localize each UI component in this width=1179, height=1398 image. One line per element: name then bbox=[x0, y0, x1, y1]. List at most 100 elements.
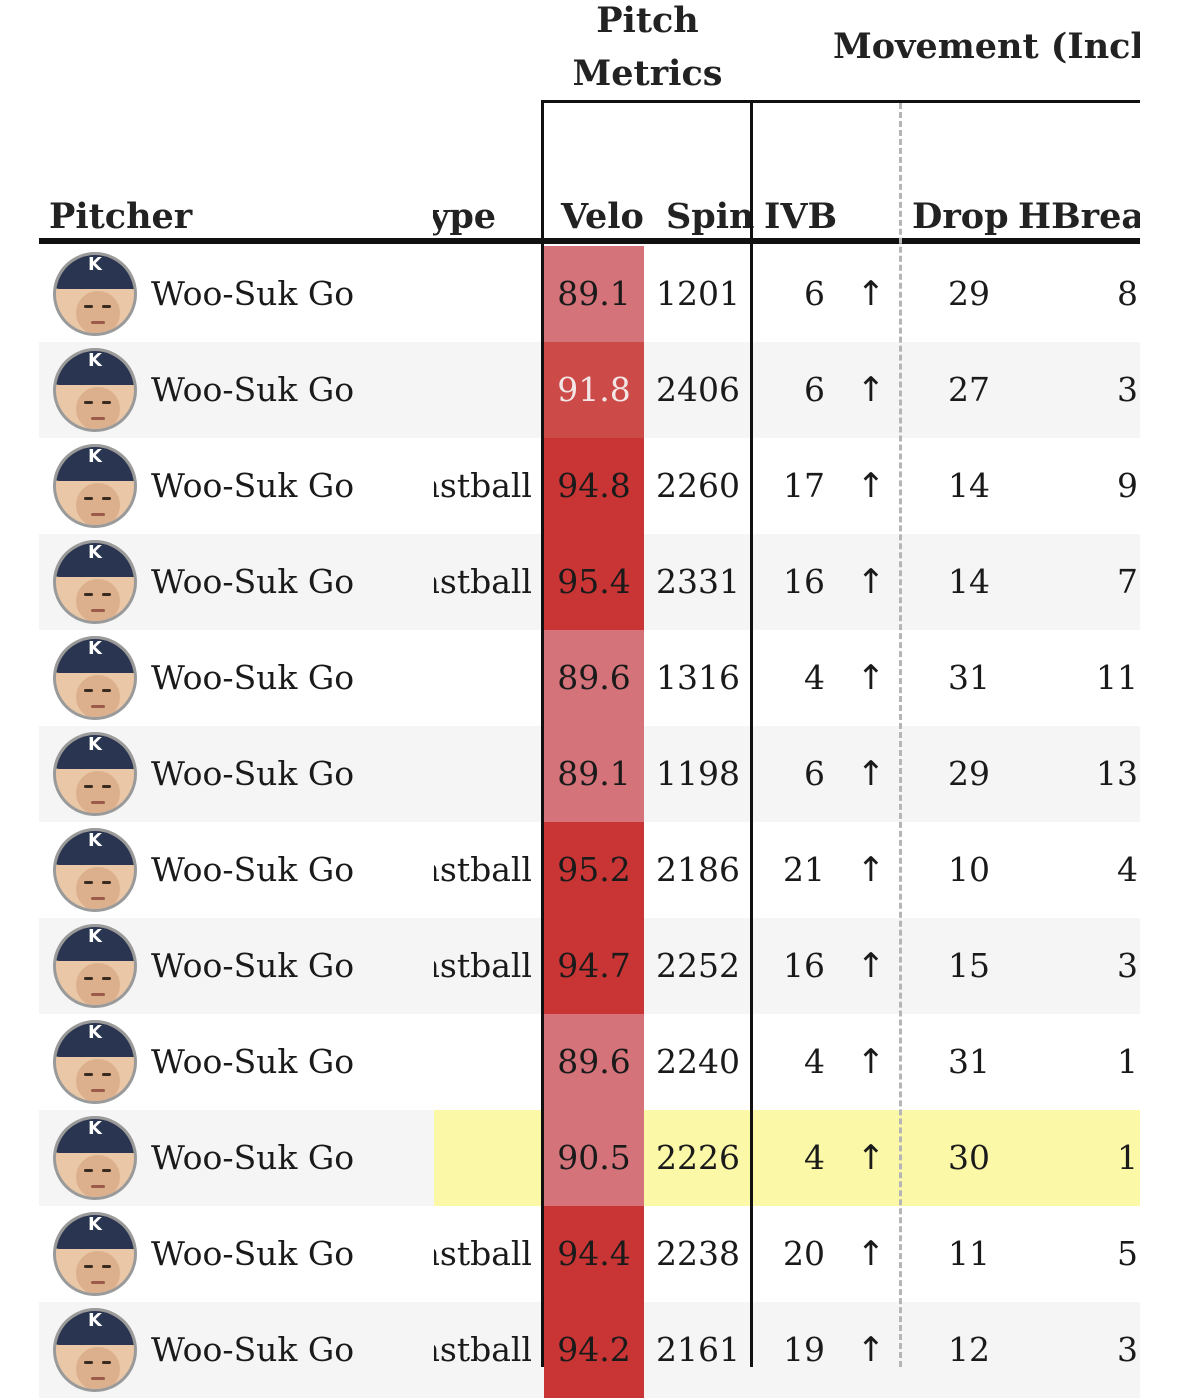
spin-value: 1316 bbox=[656, 658, 740, 697]
cap-icon: K bbox=[56, 351, 134, 385]
ivb-value: 20 bbox=[783, 1234, 825, 1273]
velo-value: 89.1 bbox=[557, 274, 631, 313]
velo-heat-cell bbox=[544, 1206, 644, 1302]
table-row[interactable]: K Woo-Suk Go 'astball 94.2 2161 19 ↑ 12 … bbox=[39, 1302, 1140, 1398]
col-header-drop[interactable]: Drop bbox=[912, 196, 1009, 237]
drop-value: 11 bbox=[948, 1234, 990, 1273]
table-row[interactable]: K Woo-Suk Go 89.1 1201 6 ↑ 29 8 bbox=[39, 246, 1140, 342]
ivb-value: 4 bbox=[804, 1138, 825, 1177]
drop-value: 30 bbox=[948, 1138, 990, 1177]
ivb-value: 4 bbox=[804, 658, 825, 697]
pitcher-name[interactable]: Woo-Suk Go bbox=[151, 658, 355, 697]
pitcher-name[interactable]: Woo-Suk Go bbox=[151, 850, 355, 889]
up-arrow-icon: ↑ bbox=[856, 946, 886, 986]
drop-value: 27 bbox=[948, 370, 990, 409]
hbreak-value: 8 bbox=[1117, 274, 1138, 313]
up-arrow-icon: ↑ bbox=[856, 754, 886, 794]
drop-value: 29 bbox=[948, 754, 990, 793]
hbreak-value: 11 bbox=[1096, 658, 1138, 697]
spin-value: 2238 bbox=[656, 1234, 740, 1273]
col-header-velo[interactable]: Velo bbox=[561, 196, 644, 237]
table-row[interactable]: K Woo-Suk Go 'astball 94.8 2260 17 ↑ 14 … bbox=[39, 438, 1140, 534]
avatar: K bbox=[53, 732, 137, 816]
table-row[interactable]: K Woo-Suk Go 89.1 1198 6 ↑ 29 13 bbox=[39, 726, 1140, 822]
table-row[interactable]: K Woo-Suk Go 'astball 95.4 2331 16 ↑ 14 … bbox=[39, 534, 1140, 630]
drop-value: 31 bbox=[948, 658, 990, 697]
avatar: K bbox=[53, 636, 137, 720]
velo-value: 94.2 bbox=[557, 1330, 631, 1369]
pitcher-name[interactable]: Woo-Suk Go bbox=[151, 1234, 355, 1273]
ivb-value: 16 bbox=[783, 946, 825, 985]
up-arrow-icon: ↑ bbox=[856, 1042, 886, 1082]
col-header-spin[interactable]: Spin bbox=[666, 196, 755, 237]
pitch-type-cell: 'astball bbox=[434, 918, 542, 1014]
spin-value: 2252 bbox=[656, 946, 740, 985]
avatar: K bbox=[53, 252, 137, 336]
pitcher-name[interactable]: Woo-Suk Go bbox=[151, 1138, 355, 1177]
spin-value: 1198 bbox=[656, 754, 740, 793]
table-row[interactable]: K Woo-Suk Go 'astball 94.7 2252 16 ↑ 15 … bbox=[39, 918, 1140, 1014]
metrics-left-rule bbox=[541, 100, 544, 1367]
velo-heat-cell bbox=[544, 246, 644, 342]
avatar: K bbox=[53, 1020, 137, 1104]
avatar: K bbox=[53, 924, 137, 1008]
drop-value: 15 bbox=[948, 946, 990, 985]
avatar: K bbox=[53, 1212, 137, 1296]
hbreak-value: 3 bbox=[1117, 1330, 1138, 1369]
up-arrow-icon: ↑ bbox=[856, 370, 886, 410]
hbreak-value: 3 bbox=[1117, 370, 1138, 409]
pitch-type-cell: 'astball bbox=[434, 1206, 542, 1302]
ivb-drop-dashed-rule bbox=[899, 103, 902, 1367]
ivb-value: 6 bbox=[804, 370, 825, 409]
velo-value: 94.8 bbox=[557, 466, 631, 505]
group-title-pitch-metrics: Pitch Metrics bbox=[572, 0, 723, 94]
col-header-ivb[interactable]: IVB bbox=[764, 196, 838, 237]
velo-heat-cell bbox=[544, 630, 644, 726]
pitcher-name[interactable]: Woo-Suk Go bbox=[151, 466, 355, 505]
velo-heat-cell bbox=[544, 918, 644, 1014]
table-row[interactable]: K Woo-Suk Go 89.6 2240 4 ↑ 31 1 bbox=[39, 1014, 1140, 1110]
drop-value: 31 bbox=[948, 1042, 990, 1081]
up-arrow-icon: ↑ bbox=[856, 658, 886, 698]
table-row[interactable]: K Woo-Suk Go 91.8 2406 6 ↑ 27 3 bbox=[39, 342, 1140, 438]
velo-value: 89.1 bbox=[557, 754, 631, 793]
pitcher-name[interactable]: Woo-Suk Go bbox=[151, 946, 355, 985]
drop-value: 14 bbox=[948, 562, 990, 601]
pitcher-name[interactable]: Woo-Suk Go bbox=[151, 370, 355, 409]
table-row[interactable]: K Woo-Suk Go 89.6 1316 4 ↑ 31 11 bbox=[39, 630, 1140, 726]
cap-icon: K bbox=[56, 735, 134, 769]
header-bottom-rule bbox=[39, 238, 1140, 244]
group-title-movement: Movement (Inches bbox=[833, 26, 1140, 67]
ivb-value: 6 bbox=[804, 754, 825, 793]
ivb-value: 4 bbox=[804, 1042, 825, 1081]
table-row[interactable]: K Woo-Suk Go 'astball 95.2 2186 21 ↑ 10 … bbox=[39, 822, 1140, 918]
col-header-hbreak[interactable]: HBreak bbox=[1018, 196, 1140, 237]
pitcher-name[interactable]: Woo-Suk Go bbox=[151, 562, 355, 601]
up-arrow-icon: ↑ bbox=[856, 1330, 886, 1370]
up-arrow-icon: ↑ bbox=[856, 850, 886, 890]
ivb-value: 21 bbox=[783, 850, 825, 889]
pitcher-name[interactable]: Woo-Suk Go bbox=[151, 1042, 355, 1081]
header-top-rule bbox=[541, 100, 1140, 103]
ivb-value: 17 bbox=[783, 466, 825, 505]
pitch-type-cell bbox=[434, 1014, 542, 1110]
pitcher-name[interactable]: Woo-Suk Go bbox=[151, 1330, 355, 1369]
avatar: K bbox=[53, 540, 137, 624]
col-header-pitcher[interactable]: Pitcher bbox=[49, 196, 193, 237]
table-row[interactable]: K Woo-Suk Go 'astball 94.4 2238 20 ↑ 11 … bbox=[39, 1206, 1140, 1302]
col-header-type[interactable]: ype bbox=[433, 196, 497, 237]
table-row[interactable]: K Woo-Suk Go 90.5 2226 4 ↑ 30 1 bbox=[39, 1110, 1140, 1206]
avatar: K bbox=[53, 828, 137, 912]
cap-icon: K bbox=[56, 1023, 134, 1057]
hbreak-value: 3 bbox=[1117, 946, 1138, 985]
ivb-value: 16 bbox=[783, 562, 825, 601]
cap-icon: K bbox=[56, 831, 134, 865]
pitcher-name[interactable]: Woo-Suk Go bbox=[151, 274, 355, 313]
cap-icon: K bbox=[56, 255, 134, 289]
velo-value: 95.2 bbox=[557, 850, 631, 889]
velo-heat-cell bbox=[544, 1014, 644, 1110]
drop-value: 14 bbox=[948, 466, 990, 505]
pitcher-name[interactable]: Woo-Suk Go bbox=[151, 754, 355, 793]
avatar: K bbox=[53, 1116, 137, 1200]
pitch-type-cell: 'astball bbox=[434, 438, 542, 534]
